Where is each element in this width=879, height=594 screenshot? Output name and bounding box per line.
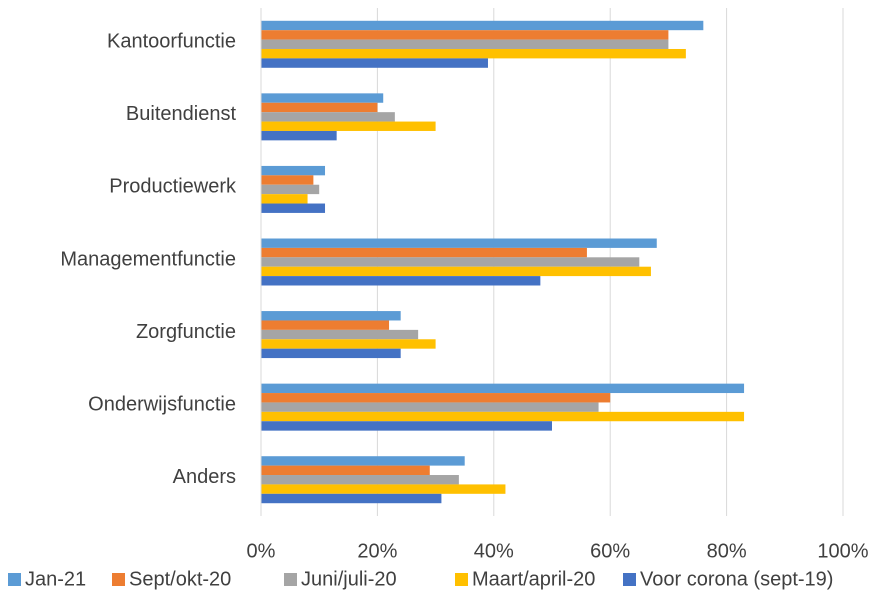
bar <box>261 493 442 504</box>
bar <box>261 393 611 403</box>
bar <box>261 348 401 359</box>
bar <box>261 48 686 59</box>
x-tick-label: 60% <box>590 540 630 562</box>
bar <box>261 175 314 185</box>
x-tick-label: 0% <box>247 540 276 562</box>
bar <box>261 39 669 49</box>
bar <box>261 475 459 485</box>
bar <box>261 30 669 40</box>
legend-label: Maart/april-20 <box>472 568 595 590</box>
bar <box>261 456 465 466</box>
bar <box>261 238 657 248</box>
bar <box>261 184 320 195</box>
bar <box>261 311 401 321</box>
bar <box>261 421 552 431</box>
bar <box>261 112 395 122</box>
legend-label: Juni/juli-20 <box>301 568 397 590</box>
bar <box>261 383 745 394</box>
bar <box>261 276 541 286</box>
y-tick-label: Anders <box>173 466 236 488</box>
y-tick-label: Kantoorfunctie <box>107 31 236 53</box>
legend-label: Jan-21 <box>25 568 86 590</box>
bar <box>261 402 599 412</box>
y-tick-label: Productiewerk <box>109 176 237 198</box>
y-tick-label: Zorgfunctie <box>136 321 236 343</box>
bar <box>261 484 506 494</box>
bar <box>261 165 326 176</box>
legend-swatch <box>284 573 297 586</box>
bar <box>261 93 384 103</box>
bar <box>261 58 488 68</box>
x-tick-label: 20% <box>357 540 397 562</box>
legend-label: Sept/okt-20 <box>129 568 231 590</box>
bar <box>261 329 419 340</box>
bar <box>261 247 587 258</box>
bar <box>261 20 704 31</box>
x-tick-label: 40% <box>474 540 514 562</box>
bar <box>261 203 326 213</box>
bar <box>261 339 436 349</box>
bar <box>261 194 308 204</box>
bar <box>261 102 378 113</box>
bar <box>261 411 745 422</box>
x-tick-label: 80% <box>707 540 747 562</box>
bar <box>261 257 640 267</box>
legend-swatch <box>8 573 21 586</box>
bar <box>261 465 430 476</box>
bar <box>261 130 337 141</box>
y-tick-label: Onderwijsfunctie <box>88 393 236 415</box>
bar <box>261 320 390 330</box>
bar <box>261 266 651 277</box>
bar <box>261 121 436 131</box>
y-tick-label: Managementfunctie <box>60 248 236 270</box>
legend-swatch <box>455 573 468 586</box>
x-tick-label: 100% <box>817 540 868 562</box>
legend-swatch <box>623 573 636 586</box>
legend-swatch <box>112 573 125 586</box>
y-tick-label: Buitendienst <box>126 103 237 125</box>
legend-label: Voor corona (sept-19) <box>640 568 833 590</box>
